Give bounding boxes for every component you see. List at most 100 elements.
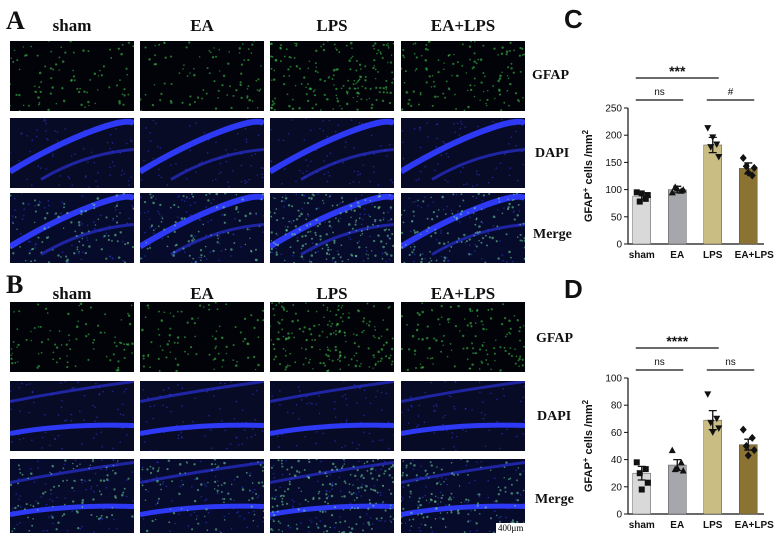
chart-c-data-point xyxy=(715,153,723,161)
chart-c-data-point xyxy=(707,144,715,151)
micrograph-b-gfap-lps xyxy=(270,302,394,372)
chart-c-significance-label: ns xyxy=(654,87,665,98)
chart-c-category-label: LPS xyxy=(703,250,723,261)
chart-d-data-point xyxy=(677,458,685,466)
micrograph-a-gfap-sham xyxy=(10,41,134,111)
chart-c-ylabel: GFAP+ cells /mm2 xyxy=(581,129,596,222)
chart-d-data-point xyxy=(636,470,643,477)
chart-d-significance-label: ns xyxy=(725,357,736,368)
micrograph-a-dapi-ea-lps xyxy=(401,118,525,188)
micrograph-b-merge-ea xyxy=(140,459,264,533)
chart-d-significance-label: ns xyxy=(654,357,665,368)
chart-c-ytick-label: 0 xyxy=(616,240,622,251)
chart-c-category-label: sham xyxy=(629,250,655,261)
chart-c-category-label: EA+LPS xyxy=(735,250,775,261)
chart-d-ytick-label: 20 xyxy=(611,482,623,493)
panel-a-letter: A xyxy=(6,6,25,35)
micrograph-b-gfap-sham xyxy=(10,302,134,372)
micrograph-a-merge-lps xyxy=(270,193,394,263)
panel-a-row-gfap: GFAP xyxy=(532,68,570,83)
chart-c-data-point xyxy=(742,162,750,171)
panel-b-col-ea-lps: EA+LPS xyxy=(430,284,496,303)
chart-d-data-point xyxy=(742,442,750,450)
chart-c-data-point xyxy=(673,185,681,192)
chart-c-ytick-label: 200 xyxy=(605,131,622,142)
panel-c-letter: C xyxy=(564,4,583,34)
chart-d-data-point xyxy=(633,459,640,466)
chart-c-data-point xyxy=(679,186,687,193)
micrograph-a-merge-ea-lps xyxy=(401,193,525,263)
chart-d-data-point xyxy=(644,479,651,486)
chart-d-data-point xyxy=(673,464,681,471)
chart-d-category-label: LPS xyxy=(703,520,723,531)
chart-d-data-point xyxy=(715,425,723,432)
chart-d-data-point xyxy=(642,466,649,473)
micrograph-b-dapi-ea-lps xyxy=(401,381,525,451)
chart-c-data-point xyxy=(744,168,752,177)
chart-c-data-point xyxy=(709,134,717,141)
panel-a-col-ea: EA xyxy=(190,16,214,35)
micrograph-a-merge-ea xyxy=(140,193,264,263)
micrograph-b-dapi-ea xyxy=(140,381,264,451)
chart-c-data-point xyxy=(739,154,747,163)
chart-d-data-point xyxy=(744,451,752,460)
chart-d-data-point xyxy=(713,415,721,423)
micrograph-a-dapi-lps xyxy=(270,118,394,188)
micrograph-b-merge-lps xyxy=(270,459,394,533)
chart-d-data-point xyxy=(748,433,756,442)
chart-c-data-point xyxy=(636,198,643,205)
panel-a-col-lps: LPS xyxy=(316,16,348,35)
scale-bar-label: 400μm xyxy=(496,523,526,533)
chart-d-data-point xyxy=(709,429,717,436)
chart-d-data-point xyxy=(679,466,687,474)
chart-c-bar-ea xyxy=(668,189,687,245)
micrograph-a-gfap-ea-lps xyxy=(401,41,525,111)
micrograph-a-gfap-ea xyxy=(140,41,264,111)
chart-d-ytick-label: 0 xyxy=(616,510,622,521)
chart-c-data-point xyxy=(642,195,649,202)
chart-d-ytick-label: 100 xyxy=(605,374,622,385)
chart-c-category-label: EA xyxy=(670,250,684,261)
chart-c-ytick-label: 50 xyxy=(611,212,623,223)
micrograph-b-dapi-sham xyxy=(10,381,134,451)
bar-chart-d: D 0 20 40 60 80 100 GFAP+ cells /mm2 sham EA LPS EA… xyxy=(564,274,775,531)
panel-a-col-ea-lps: EA+LPS xyxy=(430,16,496,35)
panel-a-row-dapi: DAPI xyxy=(535,146,570,161)
micrograph-a-dapi-ea xyxy=(140,118,264,188)
panel-b-letter: B xyxy=(6,270,24,299)
chart-c-data-point xyxy=(638,190,645,197)
panel-b-col-lps: LPS xyxy=(316,284,348,303)
panel-b-row-gfap: GFAP xyxy=(536,331,574,346)
chart-d-data-point xyxy=(704,391,712,398)
chart-d-category-label: sham xyxy=(629,520,655,531)
chart-c-ytick-label: 250 xyxy=(605,104,622,115)
micrograph-a-dapi-sham xyxy=(10,118,134,188)
chart-d-ytick-label: 80 xyxy=(611,401,623,412)
chart-d-ytick-label: 40 xyxy=(611,455,623,466)
panel-a-col-sham: sham xyxy=(52,16,92,35)
chart-c-data-point xyxy=(750,163,758,172)
chart-c-data-point xyxy=(633,189,640,196)
chart-c-significance-label: # xyxy=(728,87,734,98)
panel-a-row-merge: Merge xyxy=(533,227,572,242)
chart-c-data-point xyxy=(704,125,712,132)
chart-c-bar-ea-lps xyxy=(739,168,758,245)
chart-c-significance-label: *** xyxy=(669,63,686,79)
chart-c-ytick-label: 150 xyxy=(605,158,622,169)
chart-c-data-point xyxy=(668,188,676,196)
chart-d-data-point xyxy=(750,446,758,455)
panel-b-col-sham: sham xyxy=(52,284,92,303)
chart-d-ylabel: GFAP+ cells /mm2 xyxy=(581,399,596,492)
chart-d-data-point xyxy=(707,419,715,427)
chart-d-ytick-label: 60 xyxy=(611,428,623,439)
chart-d-data-point xyxy=(638,486,645,493)
chart-d-category-label: EA+LPS xyxy=(735,520,775,531)
panel-b-row-dapi: DAPI xyxy=(537,409,572,424)
panel-b-row-merge: Merge xyxy=(535,492,574,507)
micrograph-b-gfap-ea-lps xyxy=(401,302,525,372)
panel-d-letter: D xyxy=(564,274,583,304)
micrograph-a-merge-sham xyxy=(10,193,134,263)
micrograph-a-gfap-lps xyxy=(270,41,394,111)
bar-chart-c: C 0 50 100 150 200 250 GFAP+ cells /mm2 sham EA LP… xyxy=(564,4,775,261)
chart-d-data-point xyxy=(739,425,747,434)
